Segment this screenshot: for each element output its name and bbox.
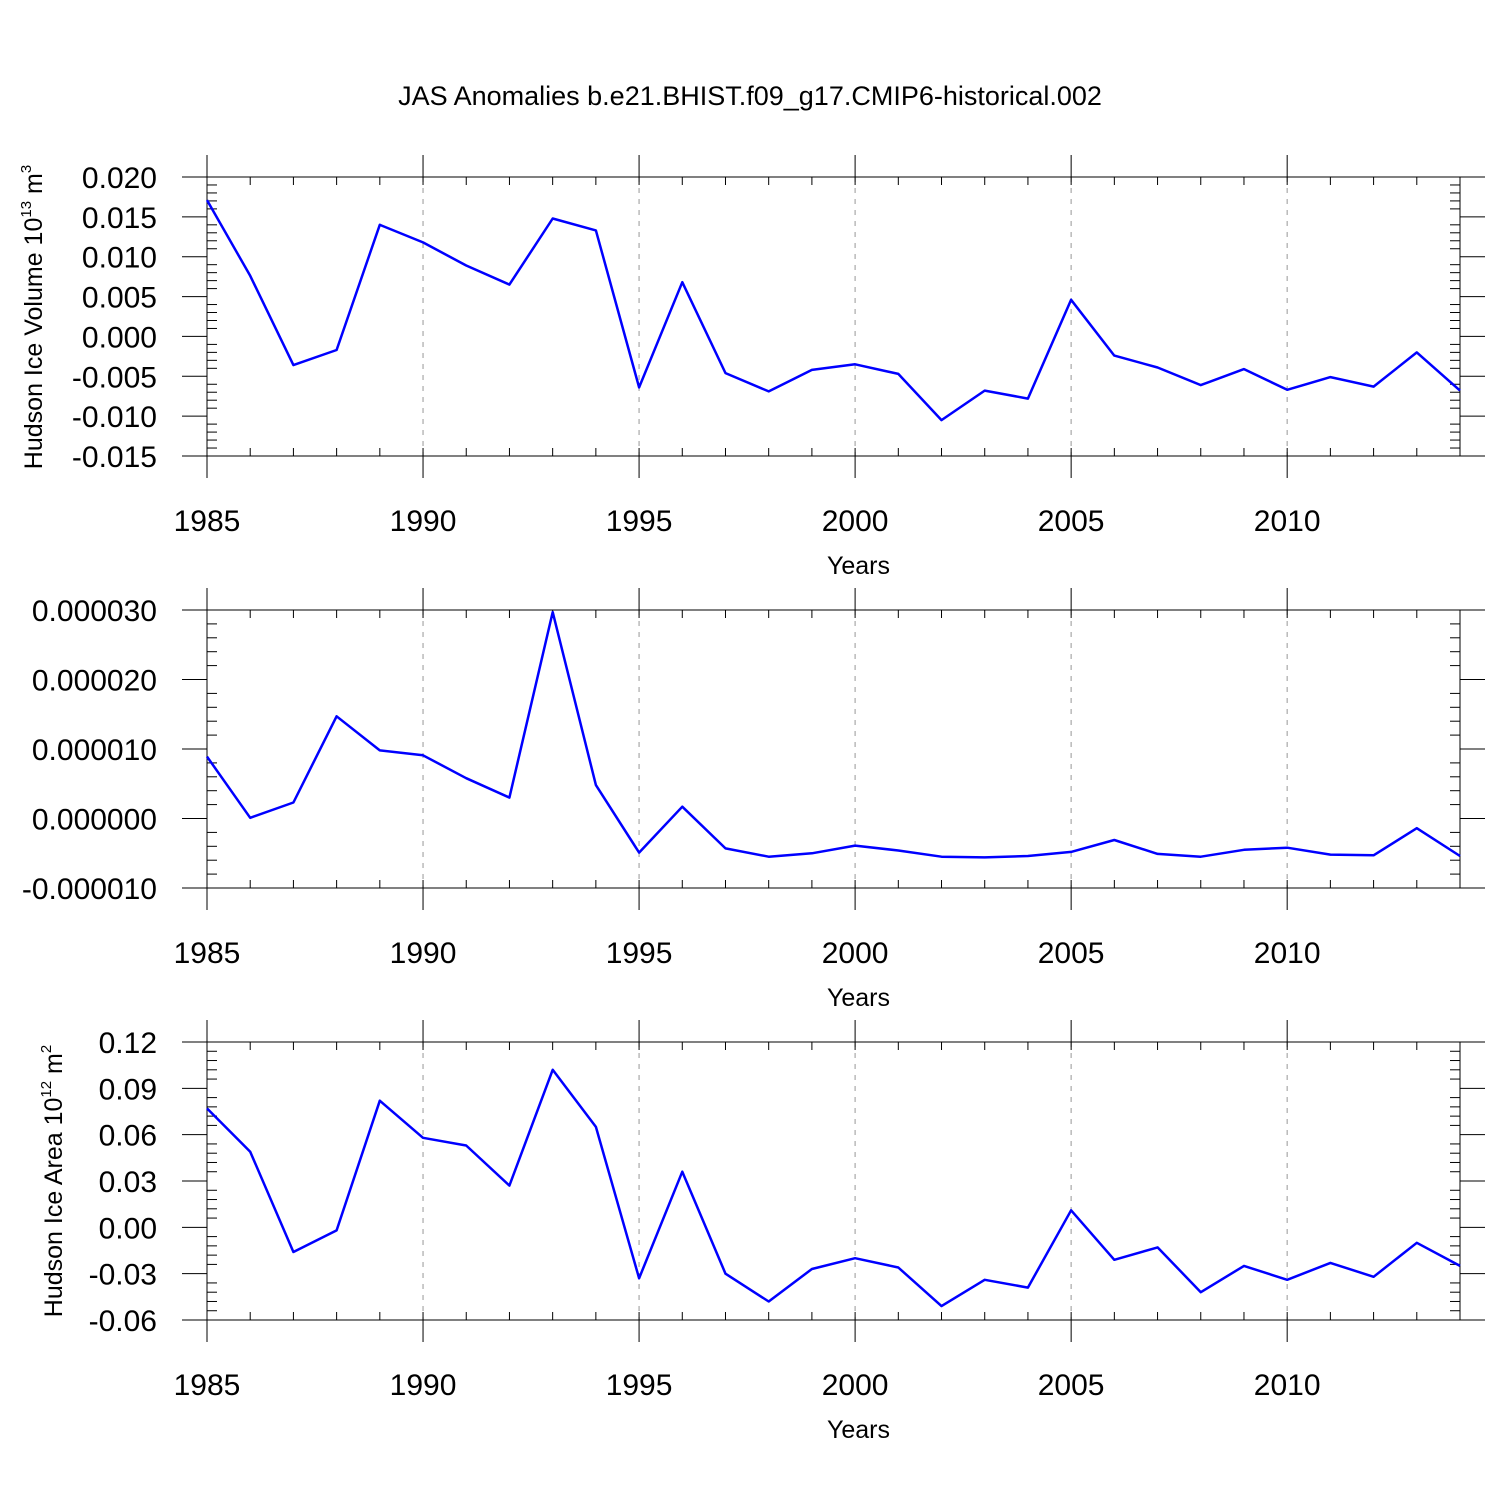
x-tick-label-1995: 1995 xyxy=(606,505,673,538)
y-tick-label-0.09: 0.09 xyxy=(99,1073,157,1106)
y-tick-label--0.000010: -0.000010 xyxy=(22,873,157,906)
y-tick-label-0.000000: 0.000000 xyxy=(32,804,157,837)
y-tick-label-0.03: 0.03 xyxy=(99,1166,157,1199)
y-tick-label-0.000010: 0.000010 xyxy=(32,734,157,767)
y-tick-label--0.03: -0.03 xyxy=(89,1259,157,1292)
y-axis-label-main: Hudson Ice Area 10 xyxy=(40,1098,68,1318)
plot-frame xyxy=(206,609,1461,889)
y-tick-label-0.00: 0.00 xyxy=(99,1212,157,1245)
x-tick-label-2000: 2000 xyxy=(822,937,889,970)
x-tick-label-1990: 1990 xyxy=(390,937,457,970)
x-tick-label-1990: 1990 xyxy=(390,1369,457,1402)
x-axis-label: Years xyxy=(827,1416,890,1444)
x-tick-label-1995: 1995 xyxy=(606,937,673,970)
x-axis-label: Years xyxy=(827,552,890,580)
x-tick-label-2005: 2005 xyxy=(1038,505,1105,538)
plot-frame xyxy=(206,176,1461,457)
y-tick-label--0.015: -0.015 xyxy=(72,441,157,474)
y-axis-label: Hudson Ice Volume 1013 m3 xyxy=(18,165,48,469)
y-tick-label-0.000: 0.000 xyxy=(82,321,157,354)
x-tick-label-2010: 2010 xyxy=(1254,505,1321,538)
chart-title: JAS Anomalies b.e21.BHIST.f09_g17.CMIP6-… xyxy=(398,81,1102,111)
y-tick-label-0.000020: 0.000020 xyxy=(32,665,157,698)
panel-middle: Years 1985 1990 1995 2000 2005 2010 0.000030 0.… xyxy=(22,588,1485,1012)
x-tick-label-1985: 1985 xyxy=(174,1369,241,1402)
y-axis-label-main: Hudson Ice Volume 10 xyxy=(20,218,48,470)
y-axis-label: Hudson Ice Area 1012 m2 xyxy=(38,1045,68,1317)
y-tick-label-0.000030: 0.000030 xyxy=(32,595,157,628)
x-tick-label-2000: 2000 xyxy=(822,505,889,538)
y-tick-label-0.015: 0.015 xyxy=(82,202,157,235)
x-tick-label-2005: 2005 xyxy=(1038,937,1105,970)
x-tick-label-2005: 2005 xyxy=(1038,1369,1105,1402)
y-axis-label-exponent: 13 xyxy=(18,201,35,218)
x-tick-label-2000: 2000 xyxy=(822,1369,889,1402)
y-axis-label-unit: m xyxy=(20,173,48,201)
x-tick-label-1985: 1985 xyxy=(174,937,241,970)
y-axis-label-exponent: 12 xyxy=(38,1081,55,1098)
series-line xyxy=(205,199,1461,422)
y-tick-label-0.12: 0.12 xyxy=(99,1027,157,1060)
x-tick-label-1990: 1990 xyxy=(390,505,457,538)
panel-ice-area: Years Hudson Ice Area 1012 m2 1985 1990 19… xyxy=(38,1020,1485,1444)
y-axis-label-unit: m xyxy=(40,1053,68,1081)
series-line xyxy=(205,610,1461,859)
x-axis-label: Years xyxy=(827,984,890,1012)
y-tick-label--0.06: -0.06 xyxy=(89,1305,157,1338)
series-line xyxy=(206,1068,1461,1308)
x-tick-label-2010: 2010 xyxy=(1254,1369,1321,1402)
y-axis-label-unit-exponent: 3 xyxy=(18,165,35,173)
x-tick-label-1985: 1985 xyxy=(174,505,241,538)
y-tick-label--0.010: -0.010 xyxy=(72,401,157,434)
y-tick-label-0.06: 0.06 xyxy=(99,1120,157,1153)
plot-frame xyxy=(206,1041,1461,1321)
panel-ice-volume: Years Hudson Ice Volume 1013 m3 1985 1990… xyxy=(18,155,1485,580)
y-axis-label-unit-exponent: 2 xyxy=(38,1045,55,1053)
y-tick-label--0.005: -0.005 xyxy=(72,361,157,394)
x-tick-label-1995: 1995 xyxy=(606,1369,673,1402)
y-tick-label-0.020: 0.020 xyxy=(82,162,157,195)
y-tick-label-0.010: 0.010 xyxy=(82,242,157,275)
y-tick-label-0.005: 0.005 xyxy=(82,282,157,315)
x-tick-label-2010: 2010 xyxy=(1254,937,1321,970)
